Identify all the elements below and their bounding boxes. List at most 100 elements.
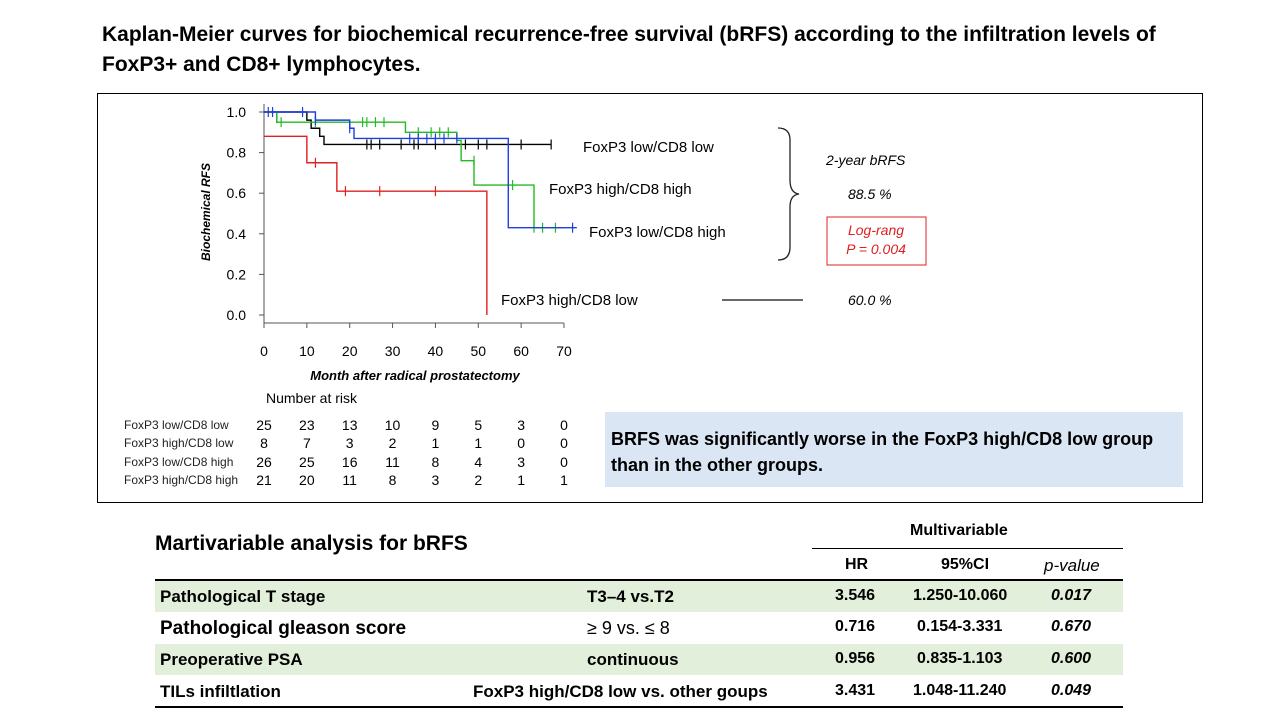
- series-label: FoxP3 low/CD8 high: [589, 224, 726, 241]
- risk-count: 7: [302, 435, 311, 451]
- risk-count: 1: [560, 472, 568, 488]
- table-title: Martivariable analysis for bRFS: [155, 532, 468, 555]
- risk-count: 0: [560, 454, 568, 470]
- y-tick-label: 0.8: [227, 145, 247, 161]
- p-cell: 0.017: [1051, 587, 1092, 604]
- bracket: [777, 127, 800, 261]
- ci-cell: 1.048-11.240: [913, 682, 1007, 699]
- variable-cell: Pathological T stage: [160, 587, 326, 606]
- km-curve: [264, 111, 577, 229]
- risk-count: 8: [388, 472, 397, 488]
- risk-count: 25: [256, 417, 272, 433]
- ci-header: 95%CI: [941, 556, 990, 573]
- x-tick-label: 60: [513, 343, 529, 359]
- chart-curves: [264, 107, 577, 315]
- logrank-line2: P = 0.004: [846, 241, 906, 257]
- km-curve: [264, 111, 552, 146]
- logrank-line1: Log-rang: [848, 222, 904, 238]
- risk-count: 11: [385, 454, 400, 470]
- x-tick-label: 0: [260, 343, 268, 359]
- x-tick-label: 40: [428, 343, 444, 359]
- p-cell: 0.049: [1051, 682, 1092, 699]
- hr-cell: 0.716: [835, 618, 876, 635]
- risk-count: 16: [341, 454, 358, 470]
- x-tick-label: 20: [342, 343, 358, 359]
- risk-row-label: FoxP3 high/CD8 high: [124, 473, 239, 487]
- risk-count: 3: [431, 472, 440, 488]
- chart-axes: 0.0 0.2 0.4 0.6 0.8 1.0 0 10 20 30 40 50 60 70 Month a…: [199, 104, 572, 383]
- y-tick-label: 0.6: [227, 185, 247, 201]
- risk-count: 0: [560, 435, 568, 451]
- x-tick-label: 10: [299, 343, 315, 359]
- red-value: 60.0 %: [848, 292, 892, 308]
- hr-cell: 3.546: [835, 587, 876, 604]
- risk-count: 11: [342, 472, 357, 488]
- risk-count: 0: [517, 435, 526, 451]
- km-panel: [97, 93, 1203, 503]
- ci-cell: 0.835-1.103: [917, 650, 1003, 667]
- risk-count: 9: [431, 417, 440, 433]
- table-row: Pathological T stage T3–4 vs.T2 3.546 1.…: [155, 581, 1123, 612]
- hr-cell: 0.956: [835, 650, 876, 667]
- risk-count: 23: [299, 417, 315, 433]
- table-row: Pathological gleason score ≥ 9 vs. ≤ 8 0…: [155, 612, 1123, 643]
- risk-count: 26: [256, 454, 272, 470]
- y-tick-label: 0.4: [227, 226, 247, 242]
- comparison-cell: FoxP3 high/CD8 low vs. other goups: [473, 682, 768, 701]
- page-title: Kaplan-Meier curves for biochemical recu…: [102, 23, 1156, 76]
- group-header-rule: [812, 548, 1123, 549]
- risk-count: 20: [299, 472, 315, 488]
- risk-count: 25: [299, 454, 315, 470]
- risk-count: 8: [260, 435, 268, 451]
- variable-cell: Preoperative PSA: [160, 650, 303, 669]
- risk-count: 1: [517, 472, 526, 488]
- chart-annotations: FoxP3 low/CD8 low FoxP3 high/CD8 high FoxP…: [501, 127, 927, 309]
- x-tick-label: 30: [385, 343, 401, 359]
- risk-count: 3: [517, 417, 526, 433]
- risk-table-title: Number at risk: [266, 390, 358, 406]
- logrank-box: [826, 216, 927, 266]
- variable-cell: TILs infiltlation: [160, 682, 281, 701]
- risk-count: 5: [474, 417, 483, 433]
- km-curve: [264, 135, 488, 315]
- table-bottom-rule: [155, 706, 1123, 708]
- risk-count: 1: [474, 435, 483, 451]
- risk-row-label: FoxP3 high/CD8 low: [124, 436, 234, 450]
- risk-count: 13: [341, 417, 358, 433]
- hr-cell: 3.431: [835, 682, 876, 699]
- risk-count: 2: [474, 472, 483, 488]
- p-cell: 0.670: [1051, 618, 1092, 635]
- series-label: FoxP3 low/CD8 low: [583, 139, 714, 156]
- y-tick-label: 0.2: [227, 266, 247, 282]
- comparison-cell: ≥ 9 vs. ≤ 8: [587, 618, 670, 638]
- series-label: FoxP3 high/CD8 high: [549, 181, 692, 198]
- risk-count: 21: [256, 472, 272, 488]
- bracket-label: 2-year bRFS: [825, 152, 906, 168]
- risk-count: 4: [474, 454, 483, 470]
- multivariable-header: Multivariable: [910, 522, 1008, 539]
- variable-cell: Pathological gleason score: [160, 618, 407, 639]
- risk-count: 3: [517, 454, 526, 470]
- ci-cell: 1.250-10.060: [913, 587, 1008, 604]
- p-header: p-value: [1044, 556, 1100, 575]
- risk-count: 10: [384, 417, 401, 433]
- risk-count: 0: [560, 417, 568, 433]
- series-label: FoxP3 high/CD8 low: [501, 292, 638, 309]
- comparison-cell: continuous: [587, 650, 679, 669]
- hr-header: HR: [845, 556, 869, 573]
- table-row: Preoperative PSA continuous 0.956 0.835-…: [155, 644, 1123, 675]
- risk-count: 8: [431, 454, 440, 470]
- x-tick-label: 50: [470, 343, 486, 359]
- risk-count: 2: [388, 435, 397, 451]
- comparison-cell: T3–4 vs.T2: [587, 587, 674, 606]
- y-axis-label: Biochemical RFS: [199, 163, 213, 261]
- table-top-rule: [155, 579, 1123, 581]
- bracket-value: 88.5 %: [848, 186, 892, 202]
- p-cell: 0.600: [1051, 650, 1092, 667]
- risk-count: 3: [345, 435, 354, 451]
- conclusion-box: BRFS was significantly worse in the FoxP…: [605, 412, 1183, 487]
- ci-cell: 0.154-3.331: [917, 618, 1003, 635]
- risk-row-label: FoxP3 low/CD8 low: [124, 418, 229, 432]
- x-tick-label: 70: [556, 343, 572, 359]
